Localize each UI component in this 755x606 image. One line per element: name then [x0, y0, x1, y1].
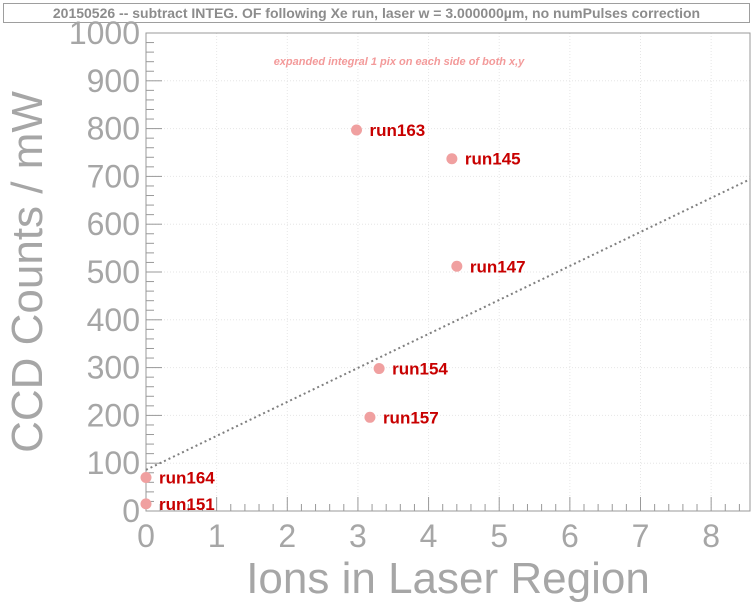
x-axis-label: Ions in Laser Region [246, 554, 650, 603]
point-label-run145: run145 [465, 150, 521, 169]
chart-title: 20150526 -- subtract INTEG. OF following… [3, 3, 750, 23]
fit-line-layer [145, 178, 751, 471]
y-axis-label: CCD Counts / mW [3, 91, 52, 453]
x-tick-label: 4 [420, 518, 438, 554]
fit-line [145, 178, 751, 471]
x-tick-label: 5 [490, 518, 508, 554]
x-tick-label: 0 [137, 518, 155, 554]
y-tick-label: 1000 [69, 15, 140, 51]
data-point-run147 [451, 260, 463, 272]
y-tick-label: 700 [87, 158, 140, 194]
y-tick-label: 800 [87, 111, 140, 147]
x-tick-label: 7 [632, 518, 650, 554]
point-label-run147: run147 [470, 257, 526, 276]
y-tick-label: 400 [87, 302, 140, 338]
point-label-run151: run151 [159, 495, 215, 514]
x-tick-label: 3 [349, 518, 367, 554]
data-point-run164 [140, 472, 152, 484]
data-point-run163 [351, 124, 363, 136]
y-tick-label: 500 [87, 254, 140, 290]
x-tick-label: 1 [208, 518, 226, 554]
x-tick-label: 6 [561, 518, 579, 554]
point-label-run157: run157 [383, 408, 439, 427]
axes: 0 1 2 3 4 5 6 7 8 0 100 200 300 400 500 600 700 800 900 100… [69, 15, 751, 554]
point-label-run154: run154 [392, 360, 448, 379]
data-point-run157 [364, 411, 376, 423]
x-tick-label: 2 [278, 518, 296, 554]
y-tick-label: 100 [87, 445, 140, 481]
data-point-run151 [140, 498, 152, 510]
data-point-run145 [446, 153, 458, 165]
point-label-run164: run164 [159, 469, 215, 488]
y-tick-label: 600 [87, 206, 140, 242]
x-tick-label: 8 [702, 518, 720, 554]
point-label-run163: run163 [370, 121, 426, 140]
data-points: run163 run145 run147 run154 run157 run164 run1… [140, 121, 526, 514]
plot-frame [145, 32, 751, 512]
y-tick-label: 200 [87, 397, 140, 433]
y-tick-label: 900 [87, 63, 140, 99]
data-point-run154 [373, 363, 385, 375]
grid [145, 32, 750, 512]
annotation-text: expanded integral 1 pix on each side of … [274, 56, 525, 68]
y-tick-label: 0 [122, 493, 140, 529]
y-tick-label: 300 [87, 350, 140, 386]
